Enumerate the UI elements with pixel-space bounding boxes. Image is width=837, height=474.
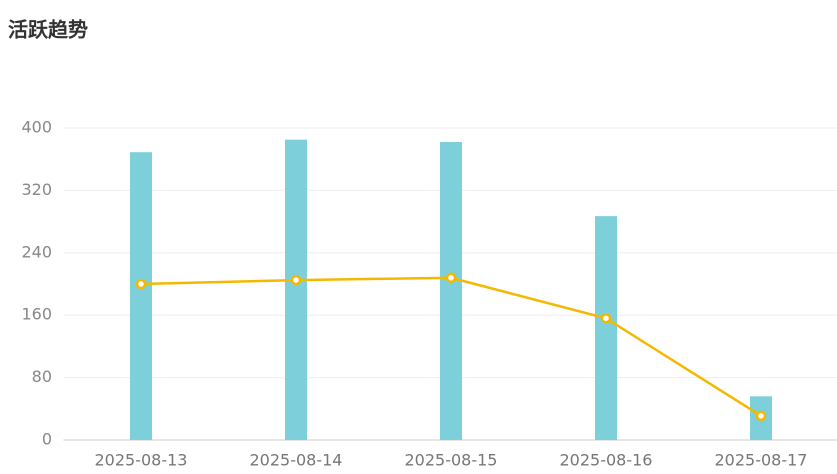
- x-tick-label: 2025-08-16: [560, 451, 653, 470]
- line-point: [445, 272, 457, 284]
- line-point: [290, 274, 302, 286]
- y-tick-label: 240: [21, 242, 52, 261]
- bar: [595, 216, 617, 440]
- y-tick-label: 0: [42, 430, 52, 449]
- x-tick-label: 2025-08-17: [715, 451, 808, 470]
- chart-title: 活跃趋势: [8, 18, 88, 42]
- line-point: [600, 313, 612, 324]
- x-tick-label: 2025-08-15: [405, 451, 498, 470]
- x-tick-label: 2025-08-14: [250, 451, 343, 470]
- y-tick-label: 400: [21, 118, 52, 137]
- bar: [440, 142, 462, 441]
- x-tick-label: 2025-08-13: [95, 451, 188, 470]
- line-point: [755, 410, 767, 422]
- line-point: [135, 278, 147, 290]
- bar: [130, 152, 152, 440]
- bar: [285, 139, 307, 440]
- y-tick-label: 320: [21, 180, 52, 199]
- y-tick-label: 160: [21, 305, 52, 324]
- y-tick-label: 80: [32, 367, 52, 386]
